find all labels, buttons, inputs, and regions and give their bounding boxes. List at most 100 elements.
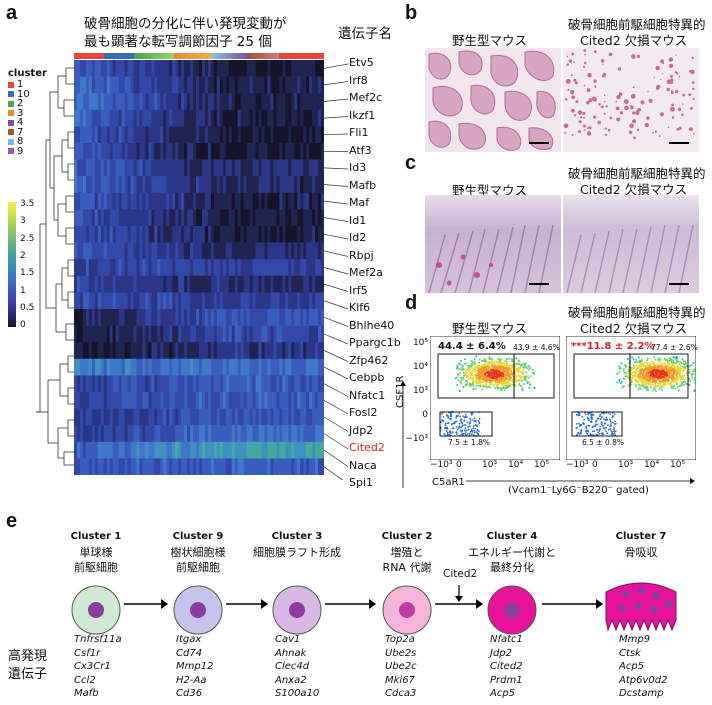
heatmap-cell (213, 292, 218, 310)
flow-event (609, 425, 611, 428)
stage-gene: Tnfrsf11a (74, 634, 122, 645)
heatmap-cell (225, 425, 230, 443)
flow-event (602, 425, 604, 427)
heatmap-cell (145, 143, 149, 160)
cluster-swatch (8, 129, 14, 136)
flow-event (506, 374, 509, 377)
trap-cell-dot (669, 74, 673, 78)
flow-wt-side-gate: 43.9 ± 4.6% (513, 343, 560, 352)
heatmap-cell (139, 60, 143, 77)
flow-event (684, 381, 686, 383)
heatmap-cell (184, 342, 188, 360)
heatmap-cell (288, 342, 292, 360)
heatmap-cell (88, 358, 93, 376)
heatmap-cell (148, 176, 152, 194)
heatmap-cell (163, 209, 167, 227)
trap-cell-dot (567, 88, 570, 91)
heatmap-cell (300, 458, 304, 475)
heatmap-cell (103, 342, 108, 360)
heatmap-cell (264, 126, 268, 144)
heatmap-cell (169, 275, 173, 293)
heatmap-cell (201, 325, 206, 343)
heatmap-cell (127, 375, 131, 393)
heatmap-cell (264, 176, 268, 194)
heatmap-cell (190, 275, 194, 293)
flow-event (449, 418, 452, 421)
flow-event (471, 367, 473, 370)
heatmap-cell (240, 309, 245, 326)
heatmap-cell (216, 259, 221, 277)
heatmap-cell (85, 176, 90, 194)
flow-event (625, 375, 628, 378)
flow-event (646, 359, 649, 362)
heatmap-cell (255, 342, 259, 360)
heatmap-cell (228, 93, 233, 111)
heatmap-cell (255, 259, 259, 277)
heatmap-cell (187, 143, 191, 160)
heatmap-cell (118, 259, 123, 277)
heatmap-cell (85, 60, 90, 77)
heatmap-cell (228, 242, 233, 260)
heatmap-cell (94, 192, 99, 210)
heatmap-cell (79, 342, 84, 360)
heatmap-cell (74, 143, 78, 160)
heatmap-cell (169, 325, 173, 343)
trap-cell-dot (571, 52, 575, 56)
heatmap-cell (210, 209, 215, 227)
cell-nucleus (664, 600, 672, 608)
heatmap-cell (178, 292, 182, 310)
heatmap-cell (157, 60, 161, 77)
flow-event (672, 380, 675, 383)
flow-event (600, 432, 603, 435)
heatmap-cell (112, 159, 117, 177)
heatmap-cell (196, 159, 200, 177)
heatmap-cell (315, 242, 319, 260)
heatmap-cell (82, 375, 87, 393)
heatmap-cell (142, 408, 146, 426)
heatmap-cell (249, 60, 253, 77)
flow-event (693, 370, 696, 373)
heatmap-cell (130, 458, 134, 475)
stage-gene: Mmp9 (619, 634, 651, 645)
heatmap-cell (157, 309, 161, 326)
heatmap-cell (166, 408, 170, 426)
heatmap-cell (181, 292, 185, 310)
heatmap-cell (196, 408, 200, 426)
gene-connector-line (324, 350, 349, 362)
heatmap-cell (157, 425, 161, 443)
heatmap-cell (121, 259, 125, 277)
heatmap-cell (193, 226, 197, 243)
heatmap-cell (106, 425, 111, 443)
gene-label: Id2 (349, 231, 367, 244)
flow-event (619, 367, 622, 370)
heatmap-cell (315, 60, 319, 77)
heatmap-cell (193, 375, 197, 393)
heatmap-cell (157, 242, 161, 260)
heatmap-cell (127, 60, 131, 77)
heatmap-cell (243, 408, 248, 426)
heatmap-cell (127, 458, 131, 475)
heatmap-cell (222, 375, 227, 393)
flow-event (517, 378, 519, 381)
heatmap-cell (255, 458, 259, 475)
flow-event (479, 383, 482, 386)
heatmap-cell (115, 325, 120, 343)
heatmap-cell (121, 275, 125, 293)
heatmap-cell (163, 143, 167, 160)
heatmap-cell (270, 275, 274, 293)
heatmap-cell (300, 275, 304, 293)
stage-name: Cluster 2 (381, 531, 433, 542)
trap-cell-dot (676, 127, 680, 131)
heatmap-cell (74, 375, 78, 393)
heatmap-cell (315, 192, 319, 210)
trap-cell-dot (566, 63, 569, 66)
heatmap-cell (219, 392, 224, 409)
flow-y-tick: −10³ (405, 434, 428, 444)
heatmap-cell (184, 226, 188, 243)
heatmap-cell (270, 259, 274, 277)
flow-event (473, 362, 476, 365)
heatmap-cell (318, 192, 322, 210)
heatmap-cell (216, 458, 221, 475)
heatmap-cell (106, 292, 111, 310)
heatmap-cell (130, 358, 134, 376)
